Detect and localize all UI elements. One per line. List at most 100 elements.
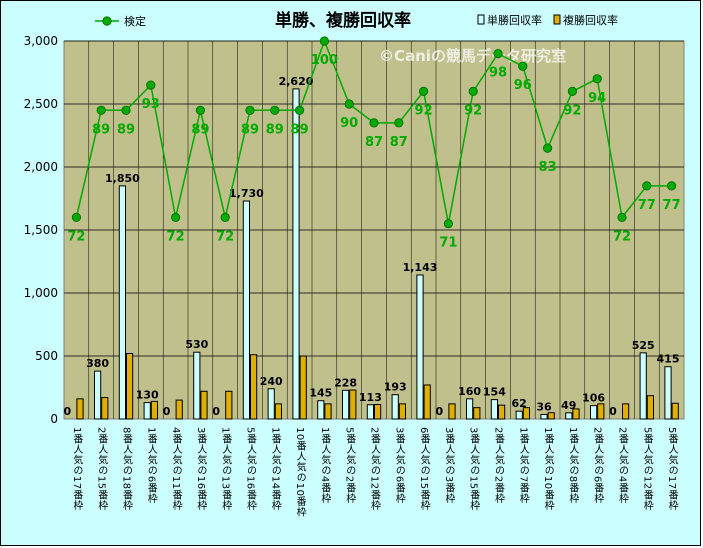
y-tick-label: 500 <box>35 349 58 363</box>
bar-tansho <box>267 388 275 420</box>
data-label-tansho: 415 <box>657 353 680 366</box>
data-label-tansho: 49 <box>561 399 576 412</box>
data-label-tansho: 130 <box>136 389 159 402</box>
data-label-tansho: 380 <box>86 357 109 370</box>
data-label-tansho: 62 <box>512 397 527 410</box>
kentei-point <box>96 105 106 115</box>
bar-fukusho <box>423 384 431 420</box>
x-category-label: 1番人気の6番枠 <box>145 427 157 504</box>
bar-fukusho <box>250 354 258 420</box>
plot-area: 0 500 1,000 1,500 2,000 2,500 3,000 ©Caniの競馬データ… <box>24 34 685 518</box>
legend-kentei-label: 検定 <box>124 14 146 28</box>
legend: 検定 単勝回収率 複勝回収率 <box>95 13 618 28</box>
bar-fukusho <box>225 390 233 420</box>
kentei-point <box>319 36 329 46</box>
legend-fukusho-label: 複勝回収率 <box>563 13 618 27</box>
kentei-point <box>294 105 305 115</box>
bar-fukusho <box>448 403 456 420</box>
kentei-label: 72 <box>167 229 185 244</box>
bar-fukusho <box>175 399 183 420</box>
watermark: ©Caniの競馬データ研究室 <box>379 47 566 65</box>
x-category-label: 1番人気の13番枠 <box>220 427 232 511</box>
kentei-point <box>468 86 478 97</box>
bar-fukusho <box>274 403 282 420</box>
legend-tansho-label: 単勝回収率 <box>487 13 542 27</box>
kentei-label: 89 <box>117 122 135 137</box>
data-label-tansho: 193 <box>384 381 407 394</box>
x-category-label: 2番人気の4番枠 <box>617 427 629 504</box>
kentei-point <box>567 86 578 97</box>
bar-fukusho <box>299 355 307 420</box>
x-category-label: 5番人気の2番枠 <box>344 427 356 504</box>
bar-fukusho <box>622 403 630 420</box>
bar-tansho <box>565 412 573 420</box>
kentei-point <box>493 48 503 59</box>
bar-tansho <box>366 404 374 420</box>
kentei-point <box>518 61 528 71</box>
kentei-label: 77 <box>663 198 681 213</box>
kentei-label: 83 <box>539 160 557 175</box>
data-label-tansho: 0 <box>163 405 171 418</box>
bar-tansho <box>342 389 350 420</box>
data-label-tansho: 1,730 <box>229 187 264 200</box>
data-label-tansho: 0 <box>609 405 617 418</box>
chart-title: 単勝、複勝回収率 <box>275 10 411 31</box>
data-label-tansho: 1,143 <box>403 261 438 274</box>
bar-tansho <box>118 185 127 420</box>
bar-tansho <box>242 200 251 420</box>
kentei-label: 92 <box>563 103 581 118</box>
kentei-point <box>443 219 453 229</box>
bar-fukusho <box>522 407 530 420</box>
bar-tansho <box>391 394 399 420</box>
bar-tansho <box>639 352 647 420</box>
data-label-tansho: 0 <box>212 405 220 418</box>
data-label-tansho: 525 <box>632 339 655 352</box>
x-category-label: 5番人気の17番枠 <box>666 427 678 511</box>
y-tick-label: 2,500 <box>24 97 58 111</box>
bar-fukusho <box>597 403 605 420</box>
data-label-tansho: 0 <box>64 405 72 418</box>
kentei-label: 72 <box>67 229 85 244</box>
bar-tansho <box>317 400 325 420</box>
bar-fukusho <box>646 395 654 420</box>
kentei-point <box>418 86 429 97</box>
data-label-tansho: 2,620 <box>279 75 314 88</box>
kentei-point <box>344 99 354 109</box>
bar-fukusho <box>374 404 382 420</box>
kentei-point <box>171 212 181 222</box>
bar-tansho <box>292 88 300 420</box>
kentei-point <box>617 212 627 222</box>
kentei-label: 96 <box>514 78 532 93</box>
bar-fukusho <box>572 408 580 420</box>
x-category-label: 1番人気の8番枠 <box>567 427 579 504</box>
kentei-label: 71 <box>439 236 457 251</box>
bar-fukusho <box>324 403 332 420</box>
bar-tansho <box>143 402 151 420</box>
bar-tansho <box>490 399 498 420</box>
legend-tansho-swatch <box>477 14 485 25</box>
data-label-tansho: 1,850 <box>105 172 140 185</box>
bar-tansho <box>416 274 424 420</box>
kentei-point <box>146 80 156 90</box>
data-label-tansho: 228 <box>334 376 357 389</box>
legend-fukusho-swatch <box>553 14 561 25</box>
kentei-label: 89 <box>291 122 309 137</box>
kentei-point <box>220 212 230 222</box>
kentei-point <box>71 212 82 222</box>
data-label-tansho: 0 <box>436 405 444 418</box>
bar-tansho <box>540 413 548 420</box>
data-label-tansho: 113 <box>359 391 382 404</box>
y-tick-label: 3,000 <box>24 34 58 48</box>
x-category-label: 3番人気の16番枠 <box>195 427 207 511</box>
bar-fukusho <box>150 400 159 420</box>
kentei-point <box>592 74 602 84</box>
y-tick-label: 0 <box>50 412 58 426</box>
kentei-label: 89 <box>241 122 259 137</box>
bar-tansho <box>94 370 102 420</box>
kentei-label: 72 <box>613 229 631 244</box>
bar-fukusho <box>349 389 357 420</box>
kentei-point <box>369 118 379 128</box>
legend-kentei-marker <box>102 16 112 26</box>
x-category-label: 3番人気の3番枠 <box>443 427 455 504</box>
bar-fukusho <box>126 352 134 420</box>
